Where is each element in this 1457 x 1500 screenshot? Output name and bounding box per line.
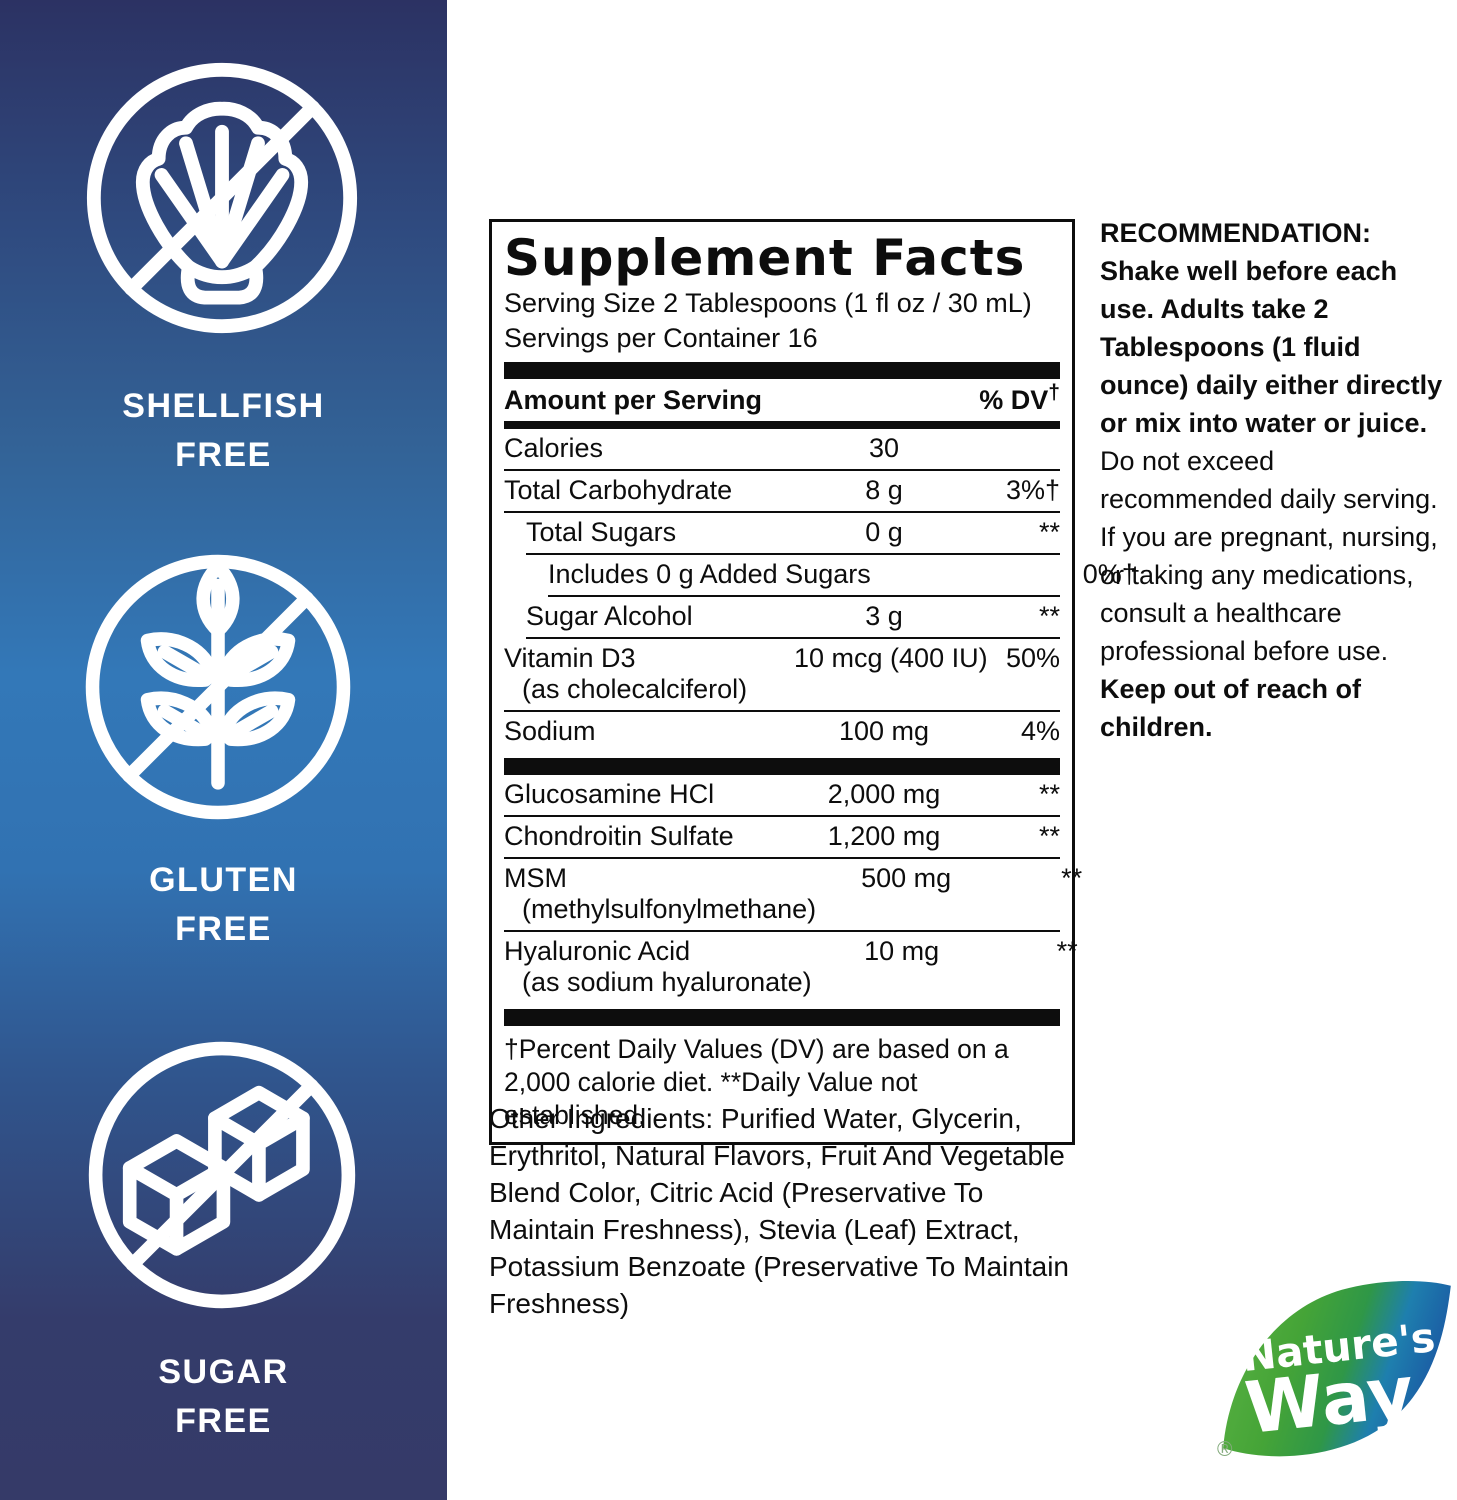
no-shellfish-icon xyxy=(78,54,366,342)
recommendation-bold-text: Shake well before each use. Adults take … xyxy=(1100,256,1443,438)
nutrient-amount: 10 mg xyxy=(864,936,940,966)
percent-dv-header: % DV† xyxy=(979,382,1060,416)
nutrient-subname: (as cholecalciferol) xyxy=(522,674,748,704)
nutrient-name: MSM (methylsulfonylmethane) xyxy=(504,863,817,924)
divider-bar-thick xyxy=(504,362,1060,379)
nutrient-name: Calories xyxy=(504,433,604,463)
facts-row: MSM (methylsulfonylmethane) 500 mg ** xyxy=(504,859,1082,932)
nutrient-name: Sugar Alcohol xyxy=(526,601,693,631)
facts-row: Includes 0 g Added Sugars 0%† xyxy=(548,555,1137,597)
nutrient-amount: 100 mg xyxy=(838,716,930,746)
facts-row: Total Carbohydrate 8 g 3%† xyxy=(504,471,1060,513)
sugar-free-line2: FREE xyxy=(175,1402,272,1440)
nutrient-name: Sodium xyxy=(504,716,596,746)
nutrient-amount: 500 mg xyxy=(861,863,952,893)
facts-row: Sugar Alcohol 3 g ** xyxy=(526,597,1060,639)
nutrient-dv: 0%† xyxy=(1082,559,1137,589)
facts-row: Total Sugars 0 g ** xyxy=(526,513,1060,555)
nutrient-dv: ** xyxy=(1038,601,1060,631)
nutrient-subname: (methylsulfonylmethane) xyxy=(522,894,817,924)
serving-size: Serving Size 2 Tablespoons (1 fl oz / 30… xyxy=(504,288,1032,318)
other-ingredients-text: Other Ingredients: Purified Water, Glyce… xyxy=(489,1103,1069,1319)
nutrient-amount: 0 g xyxy=(865,517,903,547)
recommendation-regular-text: Do not exceed recommended daily serving.… xyxy=(1100,446,1438,666)
gluten-free-line1: GLUTEN xyxy=(149,861,298,899)
sugar-free-label: SUGAR FREE xyxy=(0,1348,447,1446)
leaf-shape xyxy=(1223,1281,1451,1457)
nutrient-amount: 3 g xyxy=(865,601,903,631)
dagger-symbol: † xyxy=(1048,381,1060,404)
nutrient-dv: 50% xyxy=(1005,643,1060,673)
facts-footnote: †Percent Daily Values (DV) are based on … xyxy=(504,1034,1009,1130)
natures-way-logo: Nature's Way ® xyxy=(1211,1266,1457,1466)
supplement-facts-title: Supplement Facts xyxy=(504,229,1026,287)
supplement-facts-panel: Supplement Facts Serving Size 2 Tablespo… xyxy=(489,219,1137,1145)
facts-row: Glucosamine HCl 2,000 mg ** xyxy=(504,775,1060,817)
facts-rows-main: Calories 30 Total Carbohydrate 8 g 3%† Total … xyxy=(504,429,1137,752)
facts-row: Vitamin D3 (as cholecalciferol) 10 mcg (40… xyxy=(504,639,1060,712)
leaf-logo-graphic: Nature's Way xyxy=(1223,1281,1451,1457)
servings-per-container: Servings per Container 16 xyxy=(504,323,818,353)
nutrient-dv: ** xyxy=(1038,821,1060,851)
nutrient-name: Chondroitin Sulfate xyxy=(504,821,734,851)
shellfish-free-label: SHELLFISH FREE xyxy=(0,382,447,480)
percent-dv-text: % DV xyxy=(979,385,1049,415)
facts-row: Sodium 100 mg 4% xyxy=(504,712,1060,752)
allergen-free-panel: SHELLFISH FREE GLUTEN FREE xyxy=(0,0,447,1500)
divider-bar-thick xyxy=(504,1009,1060,1026)
no-gluten-icon xyxy=(77,546,359,828)
recommendation-heading: RECOMMENDATION: xyxy=(1100,218,1371,248)
nutrient-dv: 4% xyxy=(1020,716,1060,746)
nutrient-name: Includes 0 g Added Sugars xyxy=(548,559,871,589)
divider-bar-thick xyxy=(504,758,1060,775)
nutrient-amount: 1,200 mg xyxy=(827,821,941,851)
nutrient-name: Hyaluronic Acid (as sodium hyaluronate) xyxy=(504,936,812,997)
nutrient-dv: 3%† xyxy=(1005,475,1060,505)
nutrient-subname: (as sodium hyaluronate) xyxy=(522,967,812,997)
nutrient-amount: 8 g xyxy=(865,475,903,505)
facts-row: Chondroitin Sulfate 1,200 mg ** xyxy=(504,817,1060,859)
nutrient-amount: 30 xyxy=(868,433,900,463)
shellfish-free-line2: FREE xyxy=(175,436,272,474)
nutrient-name: Total Sugars xyxy=(526,517,677,547)
nutrient-name: Vitamin D3 (as cholecalciferol) xyxy=(504,643,794,705)
facts-row: Calories 30 xyxy=(504,429,1060,471)
facts-rows-extra: Glucosamine HCl 2,000 mg ** Chondroitin Sul… xyxy=(504,775,1082,1003)
nutrient-amount xyxy=(871,559,1051,590)
brand-name-line2: Way xyxy=(1241,1350,1417,1450)
nutrient-amount: 10 mcg (400 IU) xyxy=(794,643,988,673)
registered-trademark-symbol: ® xyxy=(1217,1438,1233,1461)
nutrient-amount: 2,000 mg xyxy=(827,779,941,809)
nutrient-dv: ** xyxy=(1038,779,1060,809)
no-sugar-icon xyxy=(80,1033,364,1317)
nutrient-name: Glucosamine HCl xyxy=(504,779,715,809)
gluten-free-line2: FREE xyxy=(175,910,272,948)
nutrient-dv: ** xyxy=(1061,863,1083,893)
nutrient-dv xyxy=(974,433,1060,464)
sugar-free-line1: SUGAR xyxy=(158,1353,289,1391)
facts-row: Hyaluronic Acid (as sodium hyaluronate) 10… xyxy=(504,932,1078,1003)
recommendation-warning-text: Keep out of reach of children. xyxy=(1100,674,1362,742)
nutrient-dv: ** xyxy=(1056,936,1078,966)
amount-per-serving-header: Amount per Serving xyxy=(504,385,763,415)
gluten-free-label: GLUTEN FREE xyxy=(0,856,447,954)
nutrient-name: Total Carbohydrate xyxy=(504,475,733,505)
nutrient-dv: ** xyxy=(1038,517,1060,547)
shellfish-free-line1: SHELLFISH xyxy=(122,387,325,425)
recommendation-text: RECOMMENDATION: Shake well before each u… xyxy=(1100,214,1452,746)
facts-header-row: Amount per Serving % DV† xyxy=(504,379,1060,429)
